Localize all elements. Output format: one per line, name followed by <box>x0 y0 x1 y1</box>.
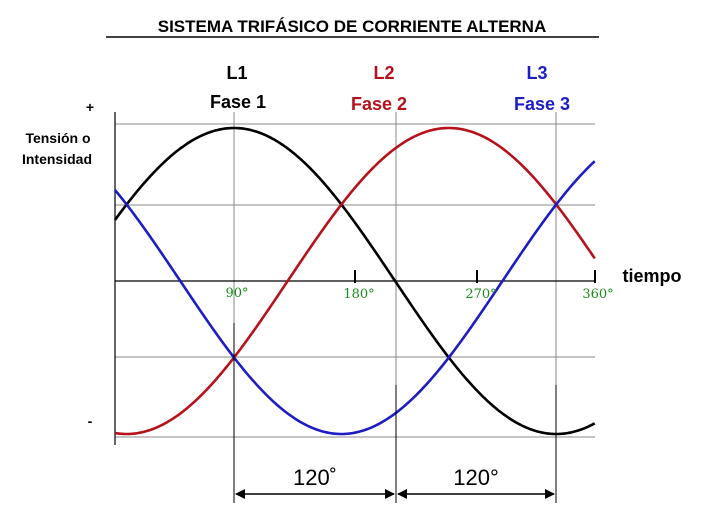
y-minus-label: - <box>88 413 93 429</box>
chart-title: SISTEMA TRIFÁSICO DE CORRIENTE ALTERNA <box>158 17 547 36</box>
series-phase-l3: Fase 3 <box>514 94 570 114</box>
x-tick-label: 180° <box>343 287 374 302</box>
x-ticks: 90° 180° 270° 360° <box>225 270 614 302</box>
series-curves <box>113 126 596 436</box>
x-tick-label: 90° <box>225 286 248 301</box>
measure-label-2: 120° <box>453 465 499 490</box>
series-phase-l1: Fase 1 <box>210 92 266 112</box>
measure-label-1: 120˚ <box>293 465 337 490</box>
series-label-l2: L2 <box>373 63 394 83</box>
x-tick-label: 270° <box>465 287 496 302</box>
series-line-l1 <box>113 126 596 436</box>
series-line-l2 <box>114 126 596 436</box>
y-axis-label-line2: Intensidad <box>22 151 92 167</box>
series-label-l3: L3 <box>526 63 547 83</box>
y-plus-label: + <box>86 99 94 115</box>
series-line-l3 <box>113 160 596 436</box>
series-label-l1: L1 <box>226 63 247 83</box>
x-axis-label: tiempo <box>622 266 681 286</box>
grid <box>115 112 595 445</box>
x-tick-label: 360° <box>582 287 613 302</box>
y-axis-label-line1: Tensión o <box>25 130 90 146</box>
series-phase-l2: Fase 2 <box>351 94 407 114</box>
